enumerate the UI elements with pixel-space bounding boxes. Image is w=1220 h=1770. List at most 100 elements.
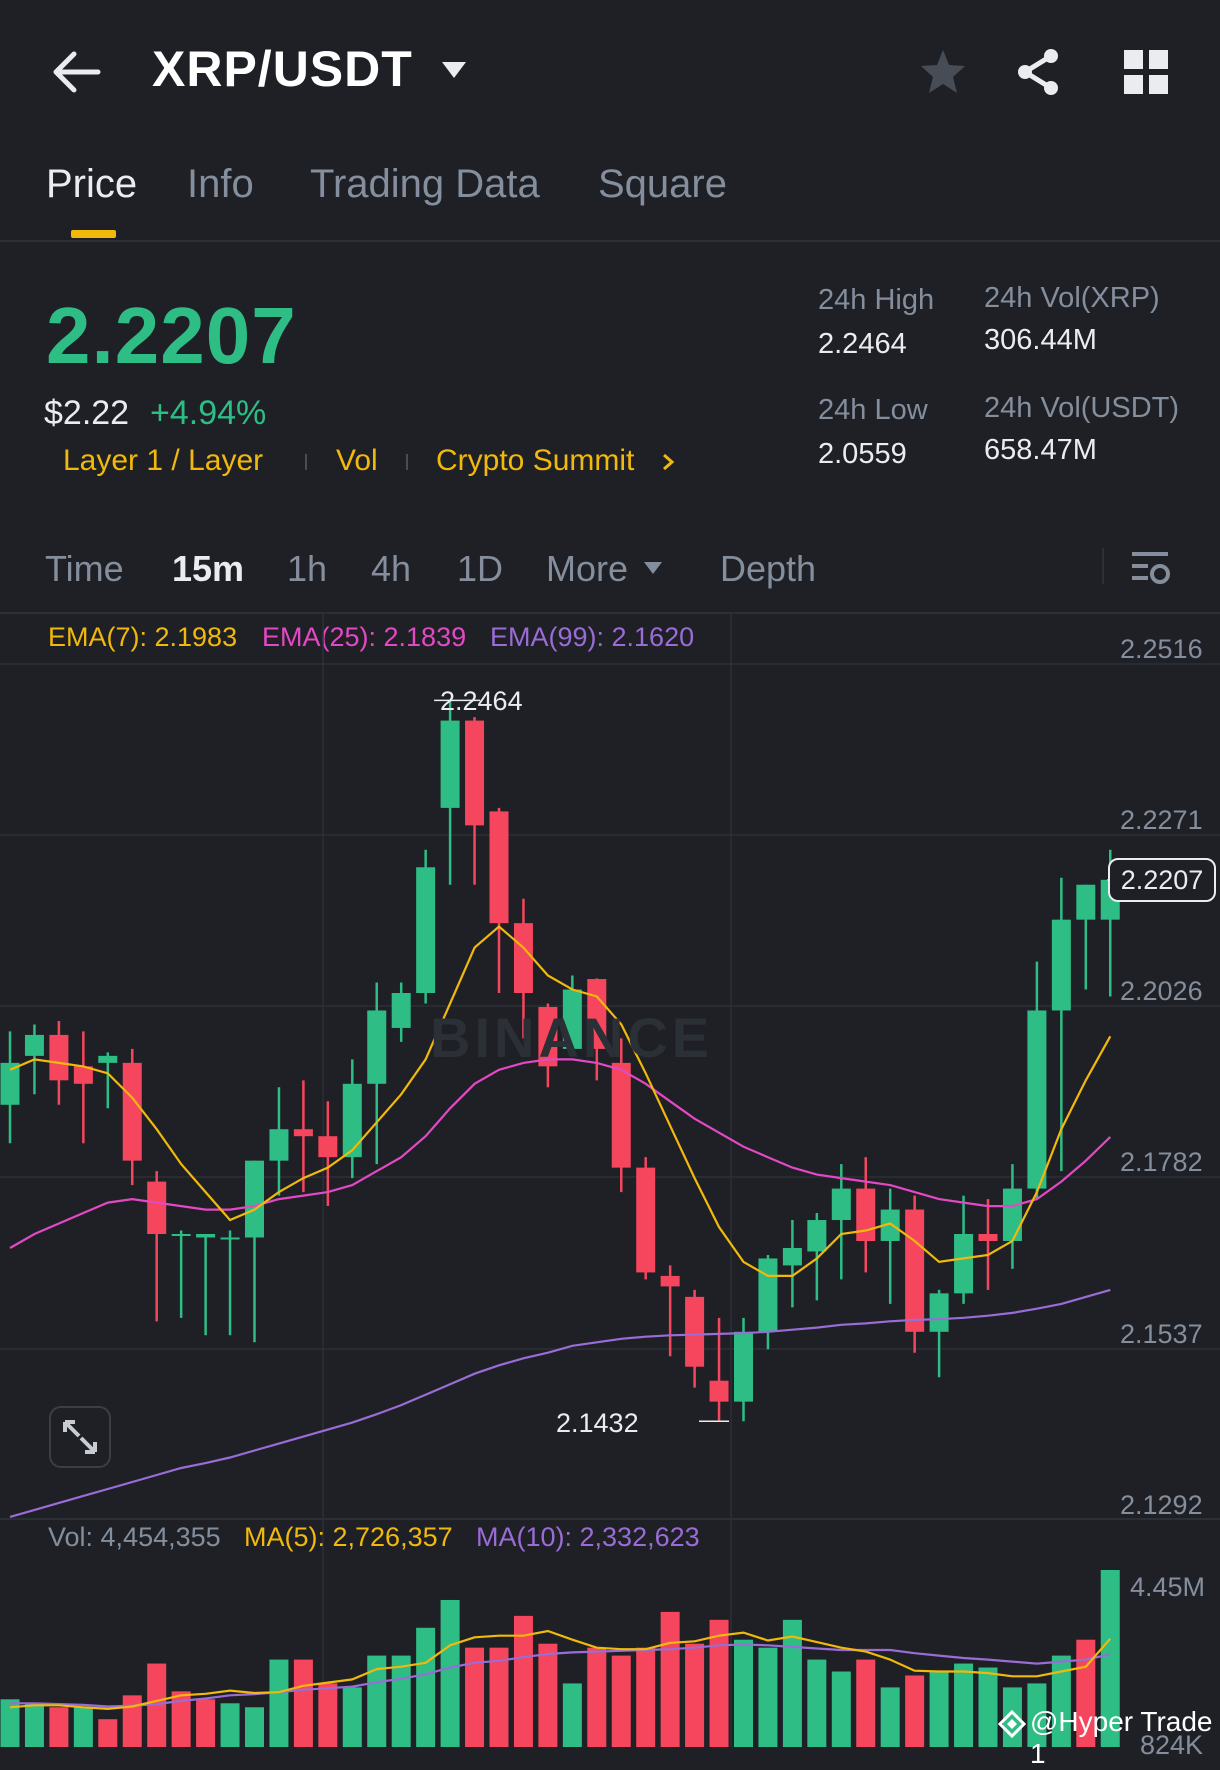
timeframe-4h[interactable]: 4h [371, 548, 412, 589]
ema99-line [9, 1288, 1111, 1518]
volume-bar [171, 1691, 191, 1747]
candle-body [1027, 1010, 1047, 1189]
candle-body [171, 1234, 191, 1236]
tab-info[interactable]: Info [187, 162, 254, 206]
candle-body [367, 1010, 387, 1084]
pair-title[interactable]: XRP/USDT [152, 41, 413, 97]
exchange-watermark: BINANCE [430, 1006, 714, 1069]
candle-body [465, 720, 485, 826]
tag-crypto-summit[interactable]: Crypto Summit [436, 444, 635, 477]
fullscreen-button[interactable] [49, 1406, 111, 1468]
credit-text: @Hyper Trade 1 [1030, 1706, 1213, 1769]
ema99-legend: EMA(99): 2.1620 [490, 622, 695, 652]
tab-price[interactable]: Price [46, 162, 138, 206]
volume-bar [758, 1647, 778, 1747]
candle-body [98, 1055, 118, 1063]
candle-body [587, 979, 607, 1049]
last-price: 2.2207 [46, 291, 297, 380]
ema25-legend: EMA(25): 2.1839 [262, 622, 467, 652]
current-price-label: 2.2207 [1108, 858, 1216, 902]
timeframe-1h[interactable]: 1h [287, 548, 328, 589]
stat-vol-usdt-value: 658.47M [984, 434, 1097, 466]
volume-ma10-line [10, 1643, 1111, 1708]
volume-bar [440, 1599, 460, 1747]
candle-body [342, 1083, 362, 1158]
depth-tab[interactable]: Depth [720, 548, 817, 589]
volume-bar [24, 1703, 44, 1747]
volume-bar [831, 1671, 851, 1747]
price-axis-label: 2.1782 [1120, 1147, 1203, 1177]
timeframe-time[interactable]: Time [45, 548, 124, 589]
volume-bar [611, 1655, 631, 1747]
more-caret-icon[interactable] [642, 560, 664, 576]
volume-bar [880, 1687, 900, 1747]
candle-body [954, 1234, 974, 1294]
candle-body [122, 1062, 142, 1161]
chart-settings-icon[interactable] [1128, 546, 1172, 590]
volume-bar [929, 1671, 949, 1747]
high-marker-label: 2.2464 [440, 686, 523, 716]
volume-bar [416, 1627, 436, 1747]
timeframe-more[interactable]: More [546, 548, 629, 589]
candle-body [318, 1136, 338, 1158]
candle-body [685, 1296, 705, 1367]
stat-low-value: 2.0559 [818, 438, 907, 470]
candle-body [734, 1331, 753, 1402]
volume-bar [196, 1699, 216, 1747]
ema7-line [9, 925, 1112, 1278]
chevron-right-icon[interactable] [660, 452, 676, 472]
star-icon[interactable] [915, 44, 971, 100]
volume-bar [660, 1611, 680, 1747]
volume-bar [954, 1663, 974, 1747]
volume-bar [636, 1647, 656, 1747]
share-icon[interactable] [1011, 44, 1067, 100]
volume-bar [905, 1675, 925, 1747]
volume-bar [49, 1707, 69, 1747]
timeframe-15m[interactable]: 15m [172, 548, 245, 589]
volume-bar [342, 1687, 362, 1747]
candle-body [660, 1275, 680, 1287]
price-axis-label: 2.2271 [1120, 805, 1203, 835]
stat-vol-xrp-label: 24h Vol(XRP) [984, 282, 1160, 314]
volume-bar [978, 1667, 998, 1747]
volume-axis-label: 4.45M [1130, 1572, 1206, 1602]
volume-bar [1027, 1683, 1047, 1747]
low-marker-label: 2.1432 [556, 1408, 639, 1438]
candle-body [513, 923, 533, 994]
candle-body [489, 811, 509, 924]
tab-trading-data[interactable]: Trading Data [310, 162, 540, 206]
tag-separator [305, 454, 307, 470]
tag-separator [406, 454, 408, 470]
volume-bar [245, 1707, 264, 1747]
candle-body [24, 1034, 44, 1056]
candle-body [758, 1258, 778, 1332]
volume-bar [293, 1659, 313, 1747]
candle-body [856, 1188, 876, 1241]
ema25-line [9, 1058, 1112, 1249]
tag-layer[interactable]: Layer 1 / Layer [63, 444, 264, 477]
volume-bar [513, 1615, 533, 1747]
back-arrow-icon[interactable] [48, 46, 104, 98]
candle-body [1002, 1188, 1022, 1241]
price-axis-label: 2.2026 [1120, 976, 1203, 1006]
dropdown-caret-icon[interactable] [440, 60, 468, 80]
active-tab-indicator [71, 230, 116, 238]
candle-body [220, 1237, 240, 1240]
grid-icon[interactable] [1118, 44, 1174, 100]
candlestick-chart[interactable] [0, 612, 1220, 1747]
stat-low-label: 24h Low [818, 394, 928, 426]
candle-body [611, 1062, 631, 1168]
candle-body [245, 1160, 264, 1238]
candle-body [562, 989, 582, 1049]
volume-bar [73, 1707, 93, 1747]
volume-bar [538, 1643, 558, 1747]
volume-bar [147, 1663, 167, 1747]
tag-vol[interactable]: Vol [336, 444, 378, 477]
price-change-percent: +4.94% [150, 394, 267, 432]
stat-vol-usdt-label: 24h Vol(USDT) [984, 392, 1180, 424]
volume-bar [587, 1647, 607, 1747]
candle-body [49, 1034, 69, 1081]
timeframe-1d[interactable]: 1D [457, 548, 504, 589]
tab-square[interactable]: Square [598, 162, 727, 206]
chart-top-divider [0, 612, 1220, 614]
